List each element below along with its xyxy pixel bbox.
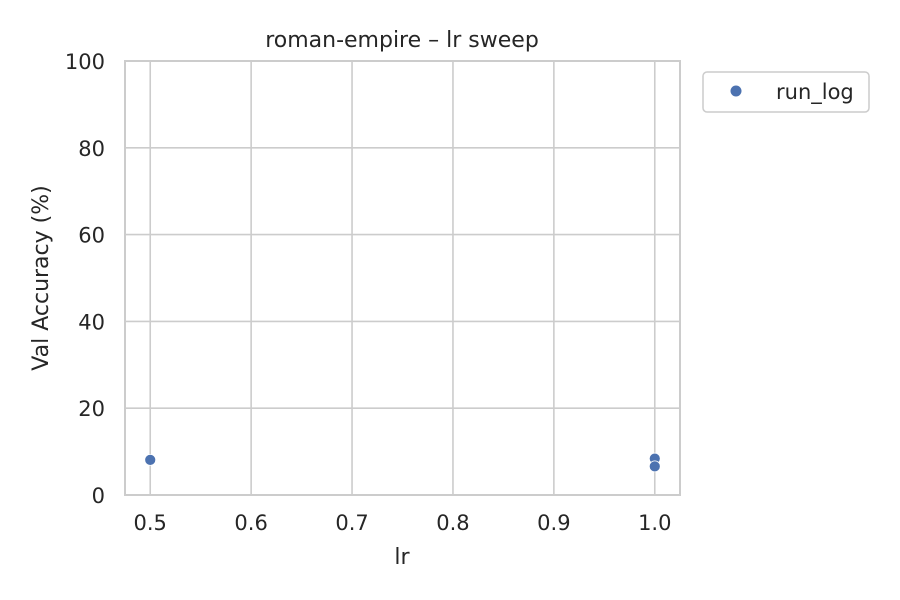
y-tick-label: 20: [78, 397, 105, 421]
chart-title: roman-empire – lr sweep: [265, 28, 539, 53]
x-tick-label: 0.7: [335, 511, 368, 535]
plot-area: [124, 60, 681, 496]
plot-border: [124, 60, 681, 496]
data-point: [648, 460, 661, 473]
legend-label-run-log: run_log: [776, 80, 854, 105]
x-tick-label: 0.9: [537, 511, 570, 535]
grid-lines: [125, 60, 680, 496]
y-tick-label: 80: [78, 137, 105, 161]
legend: run_log: [702, 71, 870, 113]
y-tick-label: 100: [65, 50, 105, 74]
y-axis-label: Val Accuracy (%): [29, 185, 54, 370]
x-tick-label: 0.5: [134, 511, 167, 535]
y-tick-label: 0: [92, 484, 105, 508]
plot-background: [125, 61, 680, 495]
legend-marker: [730, 85, 742, 97]
x-axis-ticks: 0.5 0.6 0.7 0.8 0.9 1.0: [134, 511, 672, 535]
data-points: [144, 452, 661, 473]
x-tick-label: 0.8: [436, 511, 469, 535]
y-tick-label: 40: [78, 310, 105, 334]
y-axis-ticks: 0 20 40 60 80 100: [65, 50, 105, 508]
x-axis-label: lr: [394, 545, 410, 570]
x-tick-label: 0.6: [234, 511, 267, 535]
data-point: [144, 453, 157, 466]
y-tick-label: 60: [78, 224, 105, 248]
legend-frame: [702, 71, 870, 113]
x-tick-label: 1.0: [638, 511, 671, 535]
